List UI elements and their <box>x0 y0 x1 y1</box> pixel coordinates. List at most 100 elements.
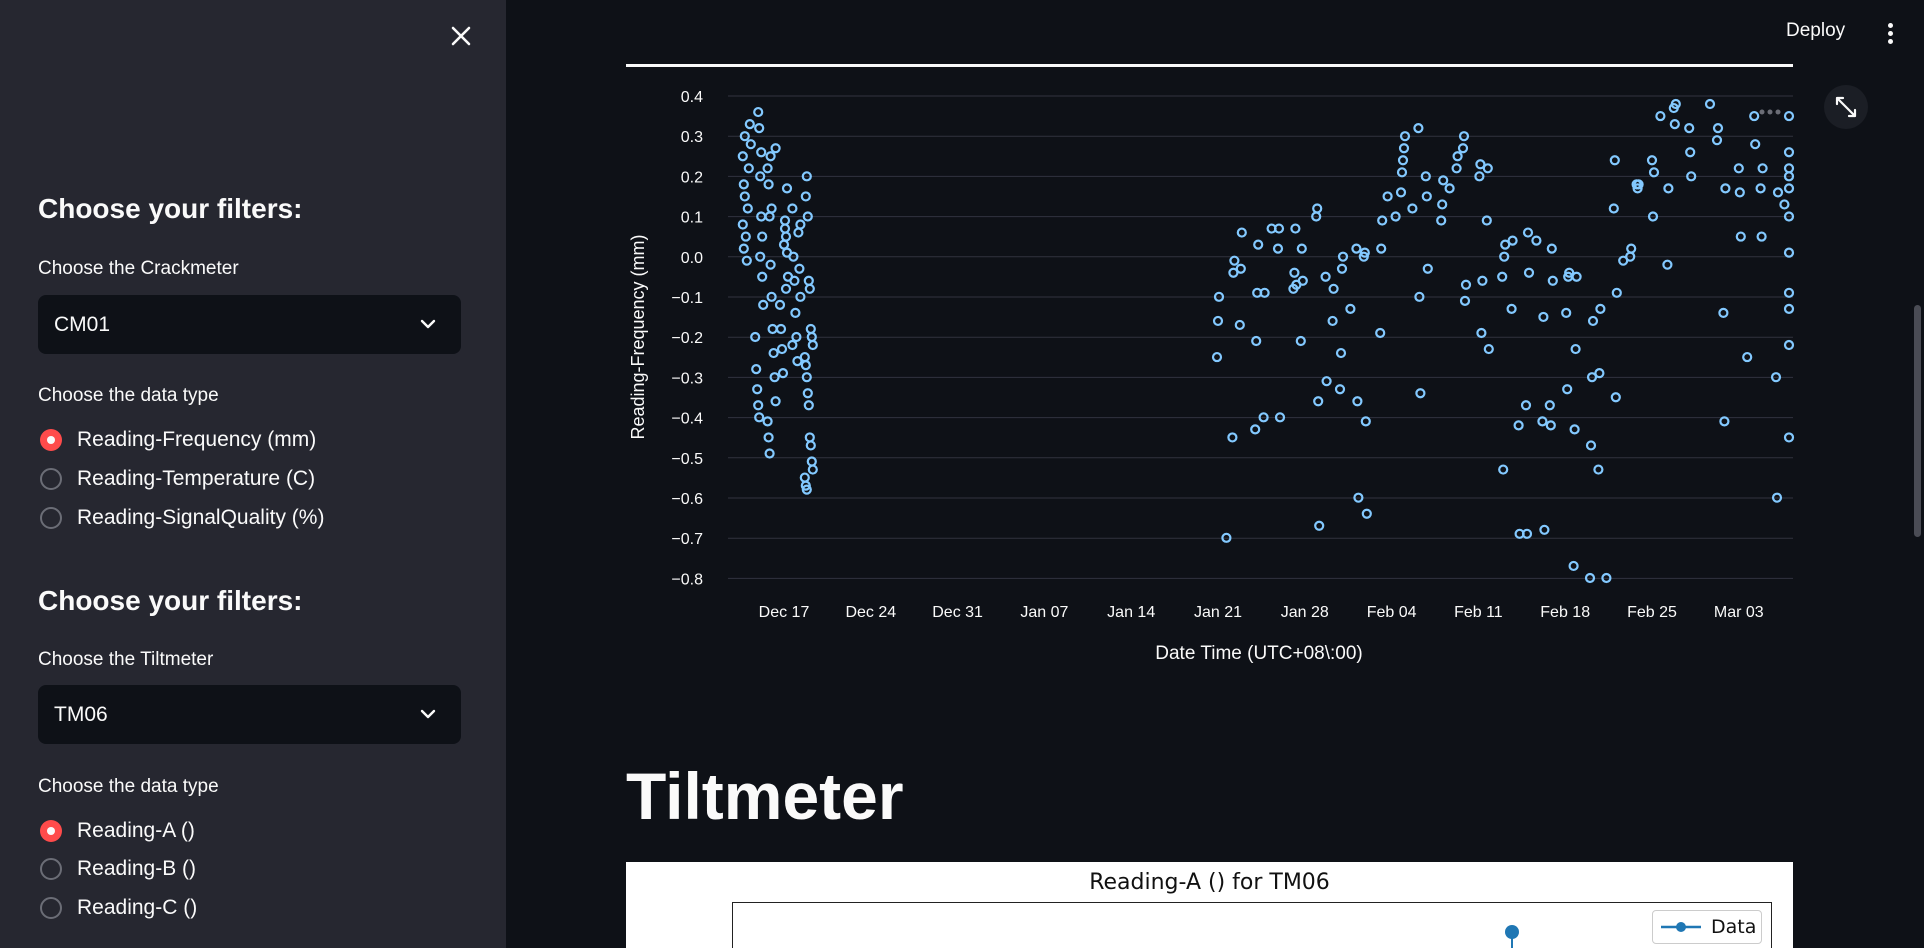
scatter-point <box>1327 315 1338 327</box>
tiltmeter-select[interactable]: TM06 <box>38 685 461 744</box>
scatter-point <box>1398 143 1410 154</box>
scatter-point <box>738 243 749 254</box>
radio-selected-indicator <box>40 429 62 451</box>
radio-indicator <box>40 468 62 490</box>
scatter-point <box>766 203 777 214</box>
tilt-chart-legend: Data <box>1652 910 1762 944</box>
scatter-point <box>1569 424 1580 435</box>
y-tick-label: 0.4 <box>681 89 703 106</box>
y-tick-label: −0.7 <box>671 531 703 548</box>
radio-reading-temperature[interactable]: Reading-Temperature (C) <box>40 467 315 491</box>
chart-more-icon[interactable] <box>1759 109 1781 115</box>
radio-reading-frequency[interactable]: Reading-Frequency (mm) <box>40 428 316 452</box>
scatter-point <box>1562 384 1573 395</box>
scatter-point <box>757 271 768 282</box>
scatter-point <box>788 251 799 262</box>
scatter-point <box>738 179 749 190</box>
scatter-point <box>764 211 775 222</box>
scatter-point <box>1584 572 1596 584</box>
scatter-point <box>1601 572 1612 584</box>
x-tick-label: Feb 25 <box>1627 604 1677 621</box>
scatter-point <box>1481 215 1492 226</box>
scatter-point <box>742 203 753 214</box>
scatter-point <box>1274 412 1286 423</box>
scatter-point <box>767 323 778 335</box>
close-sidebar-button[interactable] <box>445 20 477 52</box>
deploy-button[interactable]: Deploy <box>1786 20 1846 41</box>
scatter-point <box>792 356 803 367</box>
scatter-point <box>1295 335 1306 347</box>
scatter-point <box>1250 424 1261 435</box>
main-menu-button[interactable] <box>1880 20 1900 48</box>
scatter-point <box>1783 303 1795 314</box>
scatter-point <box>1655 110 1666 122</box>
tiltmeter-select-value: TM06 <box>54 702 108 726</box>
radio-reading-b[interactable]: Reading-B () <box>40 857 196 881</box>
scatter-point <box>1625 251 1636 262</box>
scatter-point <box>1288 283 1299 294</box>
scatter-point <box>1520 400 1532 411</box>
y-tick-label: −0.5 <box>671 451 703 468</box>
tilt-chart-title: Reading-A () for TM06 <box>1089 870 1330 895</box>
scatter-point <box>1587 315 1599 327</box>
crackmeter-select[interactable]: CM01 <box>38 295 461 354</box>
scatter-point <box>1506 303 1517 314</box>
scatter-point <box>1213 291 1225 302</box>
scatter-point <box>1352 396 1363 407</box>
scatter-point <box>774 299 786 310</box>
scatter-point <box>776 343 788 355</box>
scatter-point <box>1564 267 1575 278</box>
scatter-point <box>791 331 802 343</box>
scatter-point <box>756 147 767 158</box>
scatter-point <box>1783 247 1795 258</box>
scatter-point <box>1314 520 1325 531</box>
tilt-chart-marks <box>1505 925 1519 948</box>
scatter-point <box>1415 388 1426 399</box>
scatter-point <box>1452 151 1463 162</box>
scatter-point <box>1521 528 1533 539</box>
radio-selected-indicator <box>40 820 62 842</box>
divider <box>626 64 1793 67</box>
scatter-point <box>1537 416 1548 427</box>
scatter-point <box>1632 183 1643 194</box>
radio-label: Reading-B () <box>77 857 197 880</box>
scatter-point <box>1422 263 1433 274</box>
tiltmeter-type-label: Choose the data type <box>38 776 219 797</box>
scatter-point <box>787 339 798 351</box>
scatter-point <box>1258 412 1269 423</box>
scatter-point <box>1593 464 1604 475</box>
scatter-point <box>1289 267 1300 278</box>
chevron-down-icon <box>420 709 436 719</box>
fullscreen-button[interactable] <box>1824 85 1868 129</box>
scatter-point <box>1546 243 1557 254</box>
radio-reading-signalquality[interactable]: Reading-SignalQuality (%) <box>40 506 324 530</box>
radio-reading-a[interactable]: Reading-A () <box>40 819 195 843</box>
scatter-point <box>1547 275 1558 286</box>
scatter-point <box>794 263 805 274</box>
scatter-point <box>739 131 750 142</box>
scatter-point <box>1413 123 1424 134</box>
scatter-point <box>764 448 775 459</box>
scatter-point <box>1631 179 1642 190</box>
scatter-point <box>1568 560 1579 572</box>
scatter-point <box>770 143 781 154</box>
scatter-point <box>1618 255 1629 266</box>
scatter-point <box>1273 223 1285 234</box>
scatter-point <box>1668 102 1679 114</box>
scatter-point <box>1475 159 1486 170</box>
scatter-point <box>800 480 811 491</box>
scatter-point <box>1704 98 1716 110</box>
scatter-point <box>1474 171 1485 182</box>
scrollbar-thumb[interactable] <box>1914 305 1921 537</box>
scatter-point <box>762 416 773 427</box>
scatter-point <box>765 151 776 162</box>
kebab-dot <box>1887 39 1893 44</box>
radio-reading-c[interactable]: Reading-C () <box>40 896 197 920</box>
scatter-point <box>1251 335 1262 347</box>
scatter-point <box>1211 351 1223 363</box>
x-tick-label: Jan 28 <box>1281 604 1329 621</box>
scatter-point <box>745 139 756 150</box>
crackmeter-select-value: CM01 <box>54 312 111 336</box>
y-tick-label: −0.6 <box>671 491 703 508</box>
scatter-point <box>741 255 752 266</box>
